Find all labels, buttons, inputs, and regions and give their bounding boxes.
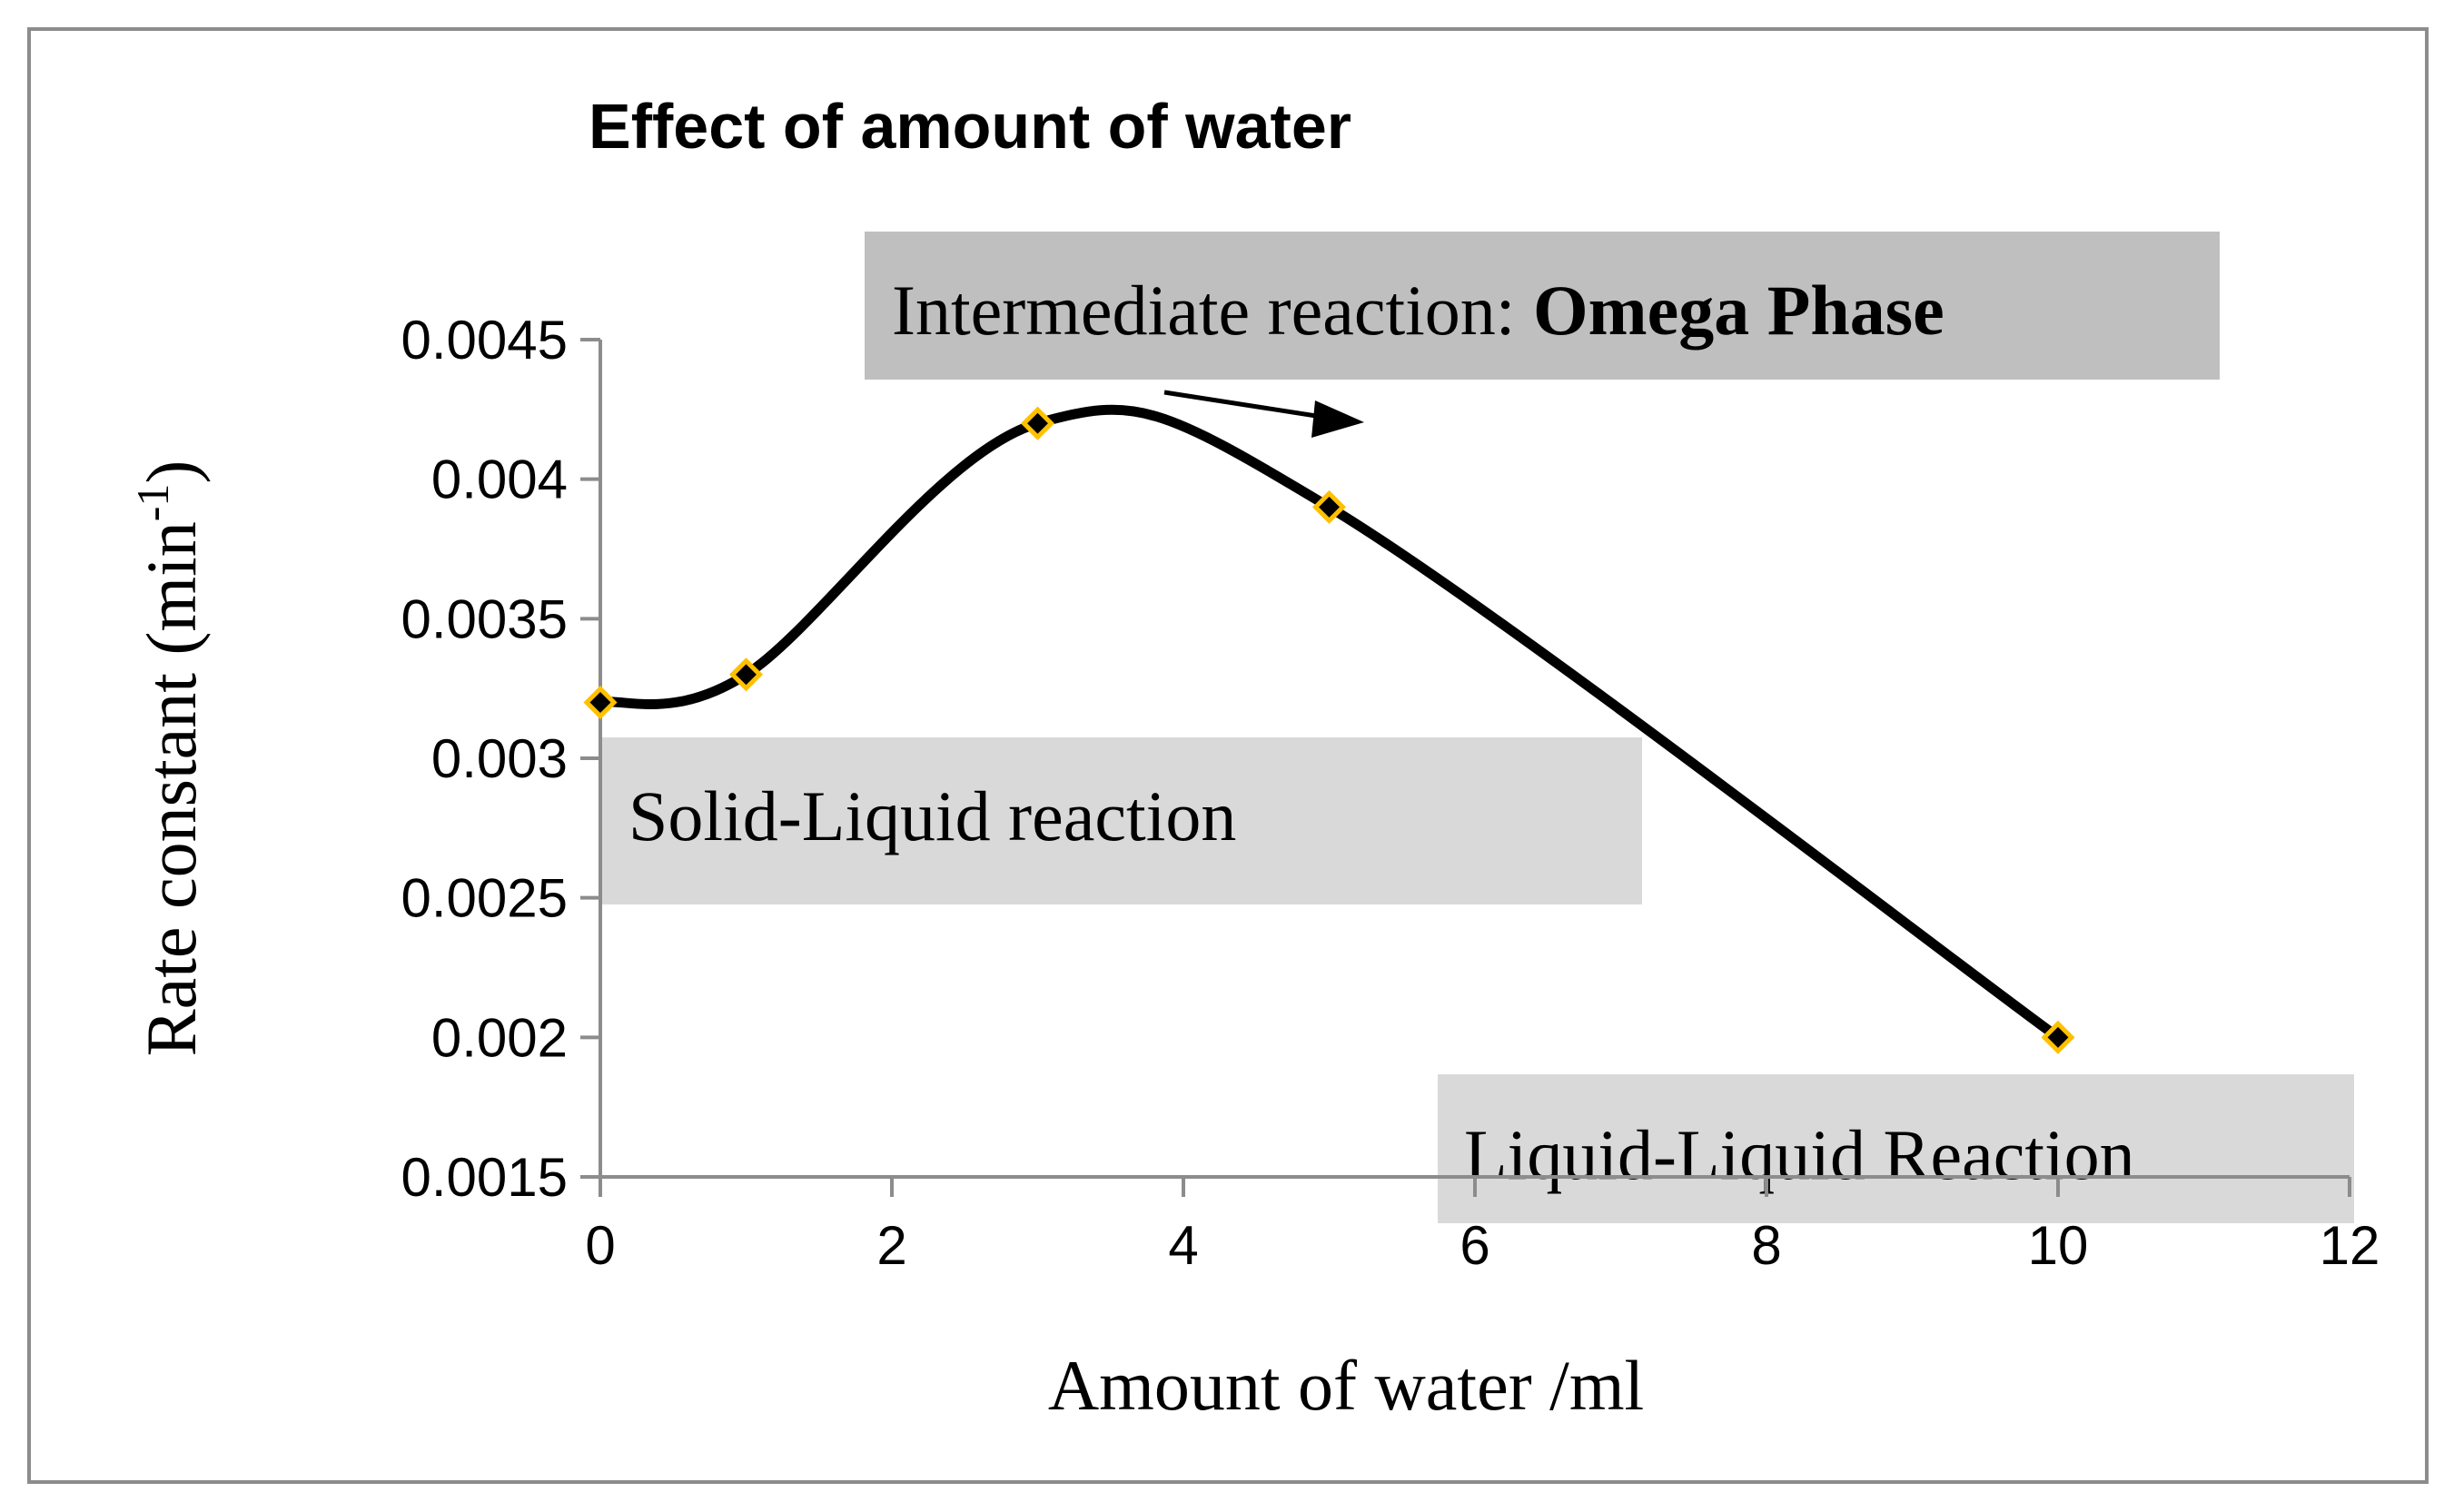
y-tick-label: 0.004	[431, 450, 568, 510]
x-tick-label: 6	[1460, 1215, 1489, 1276]
x-tick-label: 10	[2028, 1215, 2089, 1276]
intermediate-annotation-text: Intermediate reaction: Omega Phase	[892, 271, 1944, 350]
data-point-marker	[583, 685, 618, 720]
solid-liquid-annotation-text: Solid-Liquid reaction	[628, 776, 1236, 855]
y-axis-title: Rate constant (min-1)	[127, 460, 211, 1057]
y-axis-title-sup: -1	[127, 484, 178, 522]
data-point-marker	[1311, 489, 1347, 524]
y-ticks: 0.0015 0.002 0.0025 0.003 0.0035 0.004 0.0045	[401, 310, 600, 1208]
y-tick-label: 0.0015	[401, 1147, 568, 1208]
data-point-marker	[728, 657, 764, 692]
annotation-arrow-head	[1311, 400, 1364, 438]
liquid-liquid-annotation-box	[1438, 1074, 2354, 1223]
y-tick-label: 0.0025	[401, 868, 568, 929]
x-tick-label: 0	[585, 1215, 615, 1276]
y-tick-label: 0.0045	[401, 310, 568, 371]
axes: 0.00150.0020.00250.0030.00350.0040.0045 …	[401, 310, 2380, 1276]
y-tick-label: 0.003	[431, 728, 568, 789]
y-tick-label: 0.0035	[401, 588, 568, 649]
x-tick-label: 12	[2320, 1215, 2380, 1276]
liquid-liquid-annotation-text: Liquid-Liquid Reaction	[1464, 1115, 2135, 1194]
solid-liquid-annotation-box	[601, 737, 1642, 904]
x-ticks: 0 2 4 6 8 10 12	[585, 1177, 2380, 1276]
x-axis-title: Amount of water /ml	[1048, 1346, 1644, 1425]
intermediate-annotation-box	[865, 232, 2220, 380]
data-point-marker	[2041, 1020, 2075, 1054]
data-point-marker	[1020, 406, 1055, 440]
x-tick-label: 2	[876, 1215, 906, 1276]
x-tick-label: 8	[1751, 1215, 1781, 1276]
y-axis-title-close: )	[132, 460, 211, 484]
y-axis-title-main: Rate constant (min	[132, 521, 211, 1056]
intermediate-annotation-prefix: Intermediate reaction:	[892, 271, 1533, 350]
x-tick-label: 4	[1168, 1215, 1198, 1276]
annotation-arrow-line	[1163, 390, 1329, 420]
intermediate-annotation-phase: Omega Phase	[1533, 271, 1944, 350]
series-layer	[583, 404, 2075, 1054]
chart-title: Effect of amount of water	[589, 91, 1351, 162]
y-tick-label: 0.002	[431, 1007, 568, 1068]
